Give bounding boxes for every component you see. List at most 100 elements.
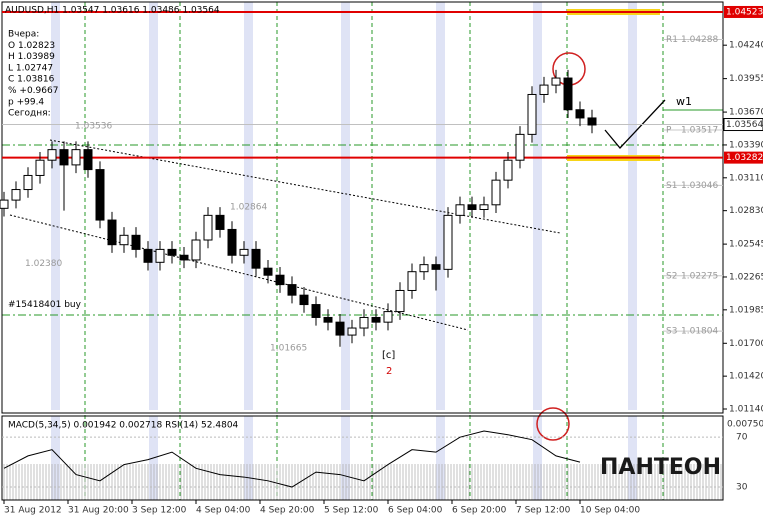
candle-body [491, 179, 501, 206]
candle-body [167, 248, 177, 256]
price-label: 1.01665 [270, 343, 307, 353]
sub-frame [1, 415, 724, 501]
candle-body [299, 294, 309, 306]
candle-body [275, 274, 285, 286]
candle-body [215, 214, 225, 230]
x-tick-label: 4 Sep 04:00 [196, 506, 251, 516]
info-line: C 1.03816 [8, 75, 55, 85]
candle-body [455, 204, 465, 216]
candle-body [515, 133, 525, 161]
y-tick-label: 1.01140 [729, 405, 763, 415]
chart-title: AUDUSD,H1 1.03547 1.03616 1.03486 1.0356… [5, 6, 220, 16]
candle-body [131, 234, 141, 250]
candle-body [23, 174, 33, 191]
y-tick-label: 1.03955 [729, 74, 763, 84]
x-tick-label: 31 Aug 20:00 [68, 506, 129, 516]
x-tick-label: 6 Sep 04:00 [388, 506, 443, 516]
info-line: O 1.02823 [8, 41, 55, 51]
price-box [724, 151, 763, 164]
wave-label: [c] [382, 350, 395, 361]
price-box [724, 5, 763, 18]
candle-body [107, 219, 117, 246]
pivot-value: 1.03517 [681, 126, 718, 136]
info-line: Вчера: [8, 30, 39, 40]
candle-body [467, 204, 477, 210]
pivot-name: S3 [666, 327, 677, 337]
candle-body [539, 84, 549, 95]
info-line: Сегодня: [8, 109, 51, 119]
candle-body [407, 271, 417, 291]
candle-body [59, 149, 69, 166]
wave-label: w1 [676, 95, 692, 108]
candle-body [311, 304, 321, 318]
trend-lines [9, 139, 561, 331]
pivot-name: P [666, 126, 672, 136]
price-label: 1.02864 [230, 203, 267, 213]
macd-histogram [2, 464, 722, 500]
price-label: 1.03536 [75, 122, 112, 132]
y-tick-label: 1.03670 [729, 108, 763, 118]
pivot-value: 1.02275 [681, 271, 718, 281]
candle-body [143, 248, 153, 263]
candle-body [239, 248, 249, 256]
y-tick-label: 1.04240 [729, 41, 763, 51]
pivot-name: S2 [666, 271, 677, 281]
x-tick-label: 10 Sep 04:00 [580, 506, 640, 516]
y-tick-label: 1.03110 [729, 173, 763, 183]
candle-body [263, 267, 273, 276]
candle-body [527, 93, 537, 135]
macd-top-label: 0.007503 [727, 420, 763, 430]
candle-body [155, 248, 165, 263]
info-line: % +0.9667 [8, 86, 58, 96]
candle-body [11, 189, 21, 201]
candle-body [95, 169, 105, 221]
x-tick-label: 3 Sep 12:00 [132, 506, 187, 516]
current-price: 1.03564 [726, 120, 763, 130]
x-tick-label: 4 Sep 20:00 [260, 506, 315, 516]
rsi-line [3, 430, 581, 488]
brand: ПАНТЕОН [600, 455, 721, 480]
session-bands [51, 2, 637, 500]
pivot-name: S1 [666, 181, 677, 191]
candle-body [323, 316, 333, 323]
y-tick-label: 1.01985 [729, 305, 763, 315]
forecast-line [604, 99, 666, 149]
candle-body [479, 204, 489, 210]
candle-body [431, 264, 441, 270]
x-tick-label: 31 Aug 2012 [4, 506, 62, 516]
candle-body [35, 159, 45, 176]
candle-body [563, 77, 573, 111]
x-tick-label: 5 Sep 12:00 [324, 506, 379, 516]
candle-body [71, 149, 81, 166]
wave-label: 2 [386, 366, 392, 377]
pivot-name: R1 [666, 35, 678, 45]
y-tick-label: 1.03390 [729, 140, 763, 150]
pivot-value: 1.01804 [681, 327, 718, 337]
indicator-title: MACD(5,34,5) 0.001942 0.002718 RSI(14) 5… [8, 421, 239, 431]
candle-body [575, 109, 585, 119]
candle-body [191, 239, 201, 261]
candle-body [47, 149, 57, 161]
info-line: H 1.03989 [8, 52, 55, 62]
candle-body [383, 311, 393, 323]
y-tick-label: 1.02265 [729, 272, 763, 282]
candle-body [119, 234, 129, 246]
y-tick-label: 1.01420 [729, 372, 763, 382]
candle-body [503, 159, 513, 181]
candle-body [335, 321, 345, 336]
candle-body [359, 316, 369, 329]
highlight-circle [536, 407, 570, 441]
candle-body [347, 327, 357, 336]
x-tick-label: 7 Sep 12:00 [516, 506, 571, 516]
pivot-value: 1.03046 [681, 181, 718, 191]
candle-body [251, 248, 261, 269]
price-box-label: 1.04523 [726, 7, 763, 17]
y-tick-label: 1.01700 [729, 339, 763, 349]
candle-body [287, 284, 297, 296]
candle-body [395, 289, 405, 313]
price-label: 1.02380 [25, 259, 62, 269]
y-tick-label: 1.02545 [729, 240, 763, 250]
candle-body [227, 228, 237, 256]
